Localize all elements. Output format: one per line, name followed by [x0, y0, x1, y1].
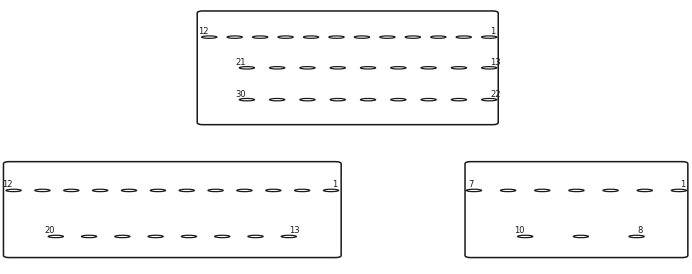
Ellipse shape [629, 235, 644, 238]
Ellipse shape [266, 189, 281, 192]
Ellipse shape [421, 98, 436, 101]
Ellipse shape [64, 189, 79, 192]
Ellipse shape [569, 189, 584, 192]
Ellipse shape [323, 189, 338, 192]
Ellipse shape [421, 67, 436, 69]
Ellipse shape [330, 67, 345, 69]
Text: 13: 13 [490, 58, 500, 67]
Ellipse shape [573, 235, 588, 238]
Ellipse shape [48, 235, 64, 238]
Ellipse shape [82, 235, 97, 238]
FancyBboxPatch shape [197, 11, 498, 125]
Ellipse shape [500, 189, 516, 192]
Ellipse shape [181, 235, 197, 238]
Ellipse shape [406, 36, 421, 38]
Ellipse shape [121, 189, 136, 192]
Text: 1: 1 [331, 180, 337, 189]
Ellipse shape [148, 235, 163, 238]
Ellipse shape [456, 36, 471, 38]
Ellipse shape [451, 67, 466, 69]
Ellipse shape [671, 189, 686, 192]
Text: 8: 8 [637, 226, 643, 235]
Ellipse shape [270, 67, 285, 69]
Ellipse shape [248, 235, 263, 238]
Text: 10: 10 [514, 226, 525, 235]
FancyBboxPatch shape [3, 162, 341, 258]
Ellipse shape [603, 189, 618, 192]
Ellipse shape [637, 189, 653, 192]
Text: 7: 7 [468, 180, 473, 189]
Ellipse shape [237, 189, 252, 192]
Text: 20: 20 [44, 226, 55, 235]
Ellipse shape [304, 36, 319, 38]
Ellipse shape [281, 235, 296, 238]
Ellipse shape [466, 189, 482, 192]
Ellipse shape [300, 98, 315, 101]
Ellipse shape [239, 98, 255, 101]
Ellipse shape [361, 67, 376, 69]
Ellipse shape [535, 189, 550, 192]
FancyBboxPatch shape [465, 162, 688, 258]
Ellipse shape [215, 235, 230, 238]
Ellipse shape [391, 67, 406, 69]
Ellipse shape [300, 67, 315, 69]
Ellipse shape [391, 98, 406, 101]
Text: 13: 13 [289, 226, 300, 235]
Ellipse shape [253, 36, 268, 38]
Ellipse shape [150, 189, 165, 192]
Ellipse shape [93, 189, 108, 192]
Ellipse shape [329, 36, 344, 38]
Text: 12: 12 [198, 27, 208, 36]
Text: 1: 1 [490, 27, 495, 36]
Text: 30: 30 [235, 90, 246, 99]
Ellipse shape [518, 235, 533, 238]
Ellipse shape [380, 36, 395, 38]
Text: 22: 22 [490, 90, 500, 99]
Ellipse shape [278, 36, 293, 38]
Ellipse shape [430, 36, 446, 38]
Ellipse shape [270, 98, 285, 101]
Text: 1: 1 [680, 180, 685, 189]
Ellipse shape [208, 189, 224, 192]
Ellipse shape [201, 36, 217, 38]
Ellipse shape [35, 189, 50, 192]
Ellipse shape [482, 67, 497, 69]
Ellipse shape [482, 36, 497, 38]
Text: 21: 21 [236, 58, 246, 67]
Ellipse shape [451, 98, 466, 101]
Ellipse shape [354, 36, 370, 38]
Ellipse shape [295, 189, 310, 192]
Text: 12: 12 [2, 180, 13, 189]
Ellipse shape [330, 98, 345, 101]
Ellipse shape [115, 235, 130, 238]
Ellipse shape [482, 98, 497, 101]
Ellipse shape [6, 189, 21, 192]
Ellipse shape [179, 189, 194, 192]
Ellipse shape [227, 36, 242, 38]
Ellipse shape [361, 98, 376, 101]
Ellipse shape [239, 67, 255, 69]
